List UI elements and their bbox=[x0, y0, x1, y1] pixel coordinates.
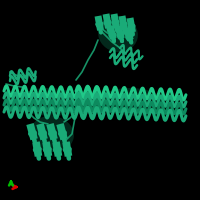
Ellipse shape bbox=[30, 116, 74, 152]
Ellipse shape bbox=[98, 16, 138, 52]
Ellipse shape bbox=[18, 88, 82, 116]
Ellipse shape bbox=[100, 88, 164, 116]
